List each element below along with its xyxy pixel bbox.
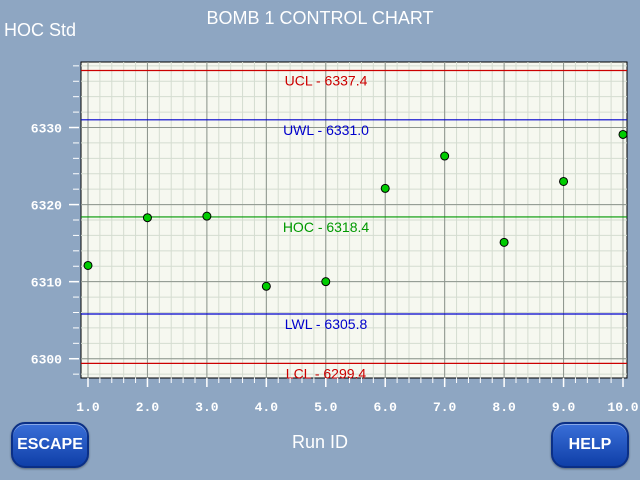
y-tick-label: 6300: [31, 353, 62, 368]
reference-line-label: HOC - 6318.4: [283, 219, 370, 235]
major-grid: [81, 62, 627, 378]
x-tick-label: 7.0: [433, 400, 457, 415]
x-tick-label: 10.0: [607, 400, 638, 415]
chart-title: BOMB 1 CONTROL CHART: [206, 8, 434, 28]
data-point: [142, 213, 152, 223]
y-tick-label: 6330: [31, 122, 62, 137]
data-point: [202, 211, 212, 221]
x-tick-label: 5.0: [314, 400, 338, 415]
reference-line-label: UCL - 6337.4: [285, 72, 368, 88]
data-point: [380, 183, 390, 193]
x-tick-label: 8.0: [492, 400, 516, 415]
data-point: [261, 281, 271, 291]
x-tick-label: 2.0: [136, 400, 160, 415]
x-axis-ticks: 1.0 2.0 3.0 4.0 5.0 6.0 7.0 8.0 9.0 10.0: [76, 378, 639, 415]
data-point: [618, 129, 628, 139]
y-tick-label: 6320: [31, 199, 62, 214]
escape-button[interactable]: ESCAPE: [11, 422, 89, 468]
x-tick-label: 9.0: [552, 400, 576, 415]
x-axis-label: Run ID: [291, 432, 349, 452]
x-tick-label: 6.0: [374, 400, 398, 415]
data-point: [321, 277, 331, 287]
data-point: [559, 176, 569, 186]
data-point: [440, 151, 450, 161]
help-button[interactable]: HELP: [551, 422, 629, 468]
y-axis-label: HOC Std: [4, 20, 77, 40]
reference-line-label: LWL - 6305.8: [285, 316, 368, 332]
data-point: [499, 237, 509, 247]
data-point: [83, 260, 93, 270]
x-tick-label: 4.0: [255, 400, 279, 415]
x-tick-label: 1.0: [76, 400, 100, 415]
data-points: [83, 129, 628, 291]
reference-lines: UCL - 6337.4 UWL - 6331.0 HOC - 6318.4 LWL …: [81, 69, 627, 381]
x-tick-label: 3.0: [195, 400, 219, 415]
reference-line-label: LCL - 6299.4: [286, 365, 367, 381]
y-tick-label: 6310: [31, 276, 62, 291]
reference-line-label: UWL - 6331.0: [283, 122, 369, 138]
y-axis-ticks: 6300 6310 6320 6330: [31, 65, 79, 375]
